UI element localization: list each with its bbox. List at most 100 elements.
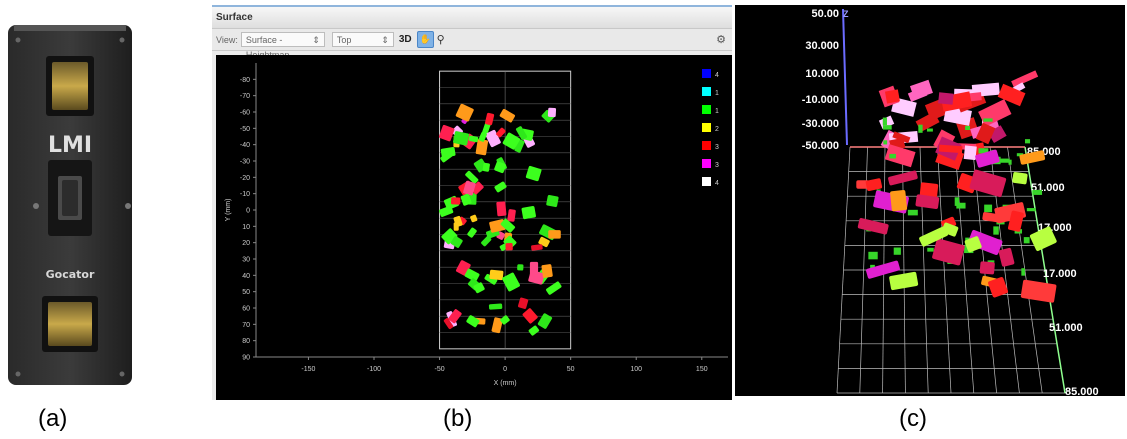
x-tick-label: -150 [301, 366, 315, 373]
select-arrow-icon: ⇕ [381, 35, 389, 45]
plane-fragment [919, 182, 939, 198]
legend-label: 1 [715, 90, 719, 97]
fragment-blob [438, 124, 455, 142]
fragment-blob [500, 218, 516, 233]
caption-a: (a) [38, 405, 68, 432]
x-tick-label: 100 [630, 366, 642, 373]
settings-icon[interactable]: ⚙ [716, 34, 726, 46]
fragment-blob [500, 315, 510, 325]
fragment-blob [515, 126, 528, 140]
zoom-icon[interactable]: ⚲ [436, 34, 445, 46]
point-cloud-svg: Z 50.00 30.000 10.000 -10.000 -30.000 -50.000 8… [802, 8, 1099, 398]
floating-fragment [884, 144, 916, 168]
fragment-blob [440, 151, 453, 163]
floating-fragment [987, 125, 1007, 144]
plane-fragment [932, 238, 965, 266]
plane-fragment [888, 170, 918, 186]
hand-tool-icon[interactable]: ✋ [416, 31, 434, 48]
z-tick-label: 50.00 [811, 8, 839, 20]
z-tick-label: 10.000 [805, 68, 839, 80]
green-speckle [983, 118, 993, 122]
y-tick-label: -10 [240, 191, 250, 198]
x-axis-label: X (mm) [494, 380, 517, 387]
plane-fragment [1012, 172, 1028, 185]
y-tick-label: -80 [240, 77, 250, 84]
y-tick-label: 30 [242, 257, 250, 264]
z-tick-label: -30.000 [802, 118, 839, 130]
floating-fragment [892, 131, 911, 144]
plane-fragment [889, 271, 919, 291]
right-tick-label: 17.000 [1043, 268, 1077, 280]
fragment-blob [468, 135, 479, 143]
green-speckle [1032, 189, 1043, 195]
fragment-blob [470, 214, 478, 223]
floating-fragment [884, 89, 900, 104]
fragment-blob [470, 181, 484, 195]
window-title: Surface [212, 7, 732, 29]
x-tick-label: -100 [367, 366, 381, 373]
view-label: View: [216, 34, 238, 45]
green-speckle [993, 226, 999, 235]
legend-swatch [702, 123, 711, 132]
floating-fragment [997, 83, 1026, 107]
view-mode-select[interactable]: Surface - Heightmap ⇕ [240, 32, 325, 60]
plane-fragment [975, 149, 1000, 168]
plane-fragment [998, 247, 1015, 267]
fragment-blob [502, 132, 520, 150]
floating-fragment [963, 145, 977, 161]
legend-swatch [702, 141, 711, 150]
view-mode-value: Surface - Heightmap [245, 35, 290, 60]
fragment-blob [489, 269, 504, 281]
fragment-blob [494, 161, 507, 174]
plane-fragment [1029, 226, 1057, 251]
plane-fragment [979, 261, 995, 275]
green-speckle [882, 117, 887, 126]
plane-fragment [964, 236, 982, 253]
legend-swatch [702, 69, 711, 78]
toolbar: View: Surface - Heightmap ⇕ Top ⇕ 3D ✋ ⚲… [212, 29, 732, 60]
green-speckle [883, 140, 888, 145]
floating-fragment [975, 122, 996, 145]
gocator-sensor-image: LMI Gocator [8, 25, 132, 385]
software-panel: Surface View: Surface - Heightmap ⇕ Top … [212, 5, 732, 400]
fragment-blob [451, 197, 461, 205]
fragment-blob [491, 317, 503, 334]
y-tick-label: -50 [240, 126, 250, 133]
point-cloud-3d-view[interactable]: Z 50.00 30.000 10.000 -10.000 -30.000 -50.000 8… [735, 5, 1125, 398]
plane-fragment [969, 169, 1007, 198]
x-tick-label: 50 [567, 366, 575, 373]
y-tick-label: 40 [242, 273, 250, 280]
heightmap-plot[interactable]: -150 -100 -50 0 50 100 150 -80 -70 -60 -50 -40 -30 -2… [216, 55, 732, 400]
orientation-select[interactable]: Top ⇕ [331, 32, 394, 47]
plane-fragment [915, 194, 940, 209]
floating-fragment [938, 144, 963, 154]
green-speckle [965, 125, 971, 130]
fragment-blob [467, 227, 477, 238]
green-speckle [1023, 237, 1030, 244]
green-speckle [956, 202, 966, 209]
right-tick-label: 51.000 [1049, 322, 1083, 334]
green-speckle [978, 148, 989, 154]
y-tick-label: -20 [240, 175, 250, 182]
plane-fragment [890, 190, 908, 212]
button-3d[interactable]: 3D [398, 34, 412, 45]
green-speckle [927, 247, 934, 252]
plane-fragment [865, 178, 883, 191]
fragment-blob [517, 264, 524, 271]
legend-swatch [702, 87, 711, 96]
y-tick-label: -60 [240, 110, 250, 117]
y-axis-line-green [1024, 146, 1066, 394]
green-speckle [954, 197, 960, 206]
green-speckle [868, 251, 878, 260]
plane-fragment [857, 218, 889, 235]
plane-fragment [1020, 279, 1057, 303]
green-speckle [882, 125, 892, 130]
fragment-blob [546, 281, 562, 295]
z-tick-label: -50.000 [802, 140, 839, 152]
legend-label: 3 [715, 162, 719, 169]
green-speckle [999, 158, 1010, 163]
legend-swatch [702, 105, 711, 114]
green-speckle [926, 128, 933, 132]
caption-c: (c) [899, 405, 927, 432]
green-speckle [1016, 153, 1024, 157]
